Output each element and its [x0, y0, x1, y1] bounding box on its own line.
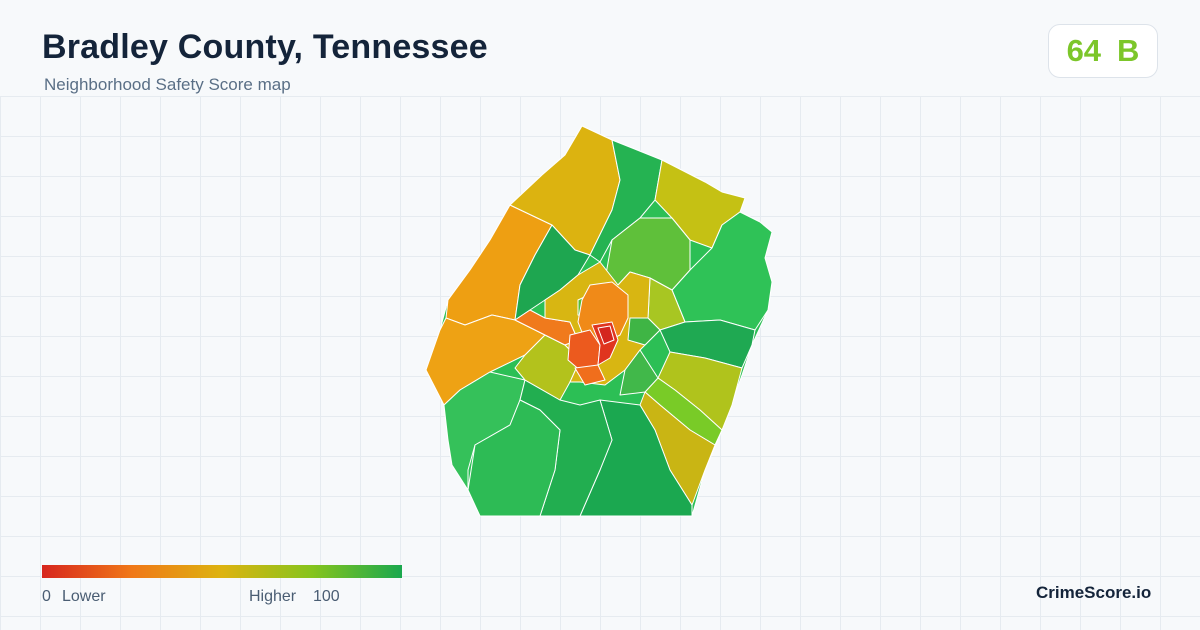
- legend-gradient: [42, 565, 402, 578]
- neighborhood-central-green-south: [619, 349, 659, 396]
- score-badge: 64 B: [1048, 24, 1158, 78]
- neighborhood-central-green-east: [627, 317, 661, 346]
- legend-max-label: Higher: [249, 588, 297, 605]
- score-value: 64: [1066, 33, 1102, 68]
- legend-max-value: 100: [313, 588, 340, 605]
- neighborhood-south-central-west: [467, 399, 561, 517]
- neighborhood-core-south: [574, 364, 606, 386]
- page-title: Bradley County, Tennessee: [42, 28, 488, 66]
- legend-min-label: Lower: [62, 588, 106, 605]
- neighborhood-core-red: [597, 325, 615, 345]
- page-subtitle: Neighborhood Safety Score map: [44, 75, 291, 94]
- score-grade: B: [1117, 33, 1140, 68]
- brand-logo-text: CrimeScore.io: [1036, 583, 1152, 602]
- legend-min-value: 0: [42, 588, 51, 605]
